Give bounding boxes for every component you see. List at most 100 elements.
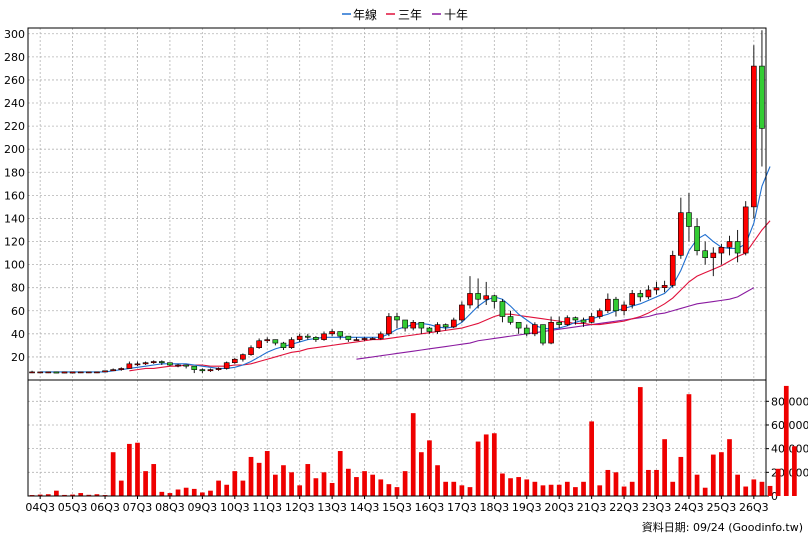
- candle-body: [613, 298, 619, 312]
- legend-three-year-label: 三年: [398, 8, 422, 22]
- candle-body: [53, 371, 60, 374]
- volume-bar: [127, 443, 132, 496]
- candle-body: [199, 369, 206, 372]
- candle-body: [29, 371, 35, 374]
- volume-bar: [54, 490, 59, 496]
- volume-bar: [540, 485, 546, 496]
- candle-body: [751, 65, 757, 208]
- candle-body: [734, 241, 741, 254]
- candle-body: [629, 293, 636, 306]
- candle-body: [288, 339, 295, 348]
- candle-body: [167, 362, 173, 366]
- volume-bar: [418, 452, 424, 496]
- volume-bar: [118, 480, 124, 496]
- time-tick-label: 06Q3: [90, 501, 120, 514]
- candle-body: [175, 364, 181, 367]
- candle-body: [742, 206, 749, 254]
- candle-body: [223, 362, 230, 369]
- volume-bar: [483, 434, 489, 496]
- candle-body: [556, 321, 563, 325]
- time-tick-label: 21Q3: [577, 501, 607, 514]
- candle-body: [45, 371, 52, 374]
- candle-body: [191, 365, 198, 370]
- volume-bar: [500, 473, 505, 496]
- volume-bar: [621, 486, 627, 496]
- volume-bar: [256, 462, 262, 496]
- candle-body: [394, 316, 400, 321]
- time-tick-label: 09Q3: [188, 501, 218, 514]
- candle-body: [450, 319, 457, 328]
- candle-body: [102, 370, 108, 373]
- time-tick-label: 16Q3: [415, 501, 445, 514]
- candle-body: [231, 358, 238, 363]
- volume-bar: [759, 481, 765, 496]
- volume-bar: [386, 484, 392, 496]
- candle-body: [710, 252, 717, 258]
- volume-bar: [394, 487, 400, 496]
- moving-average-lines: [40, 166, 771, 373]
- candle-body: [142, 362, 149, 365]
- volume-bar: [200, 492, 205, 496]
- volume-bar: [362, 471, 367, 496]
- volume-bar: [337, 451, 343, 496]
- volume-bar: [62, 494, 67, 496]
- volume-bar: [767, 485, 773, 496]
- volume-bar: [459, 485, 465, 496]
- volume-bar: [581, 481, 586, 496]
- candle-body: [483, 295, 490, 300]
- volume-bar: [208, 490, 213, 496]
- candle-body: [296, 335, 303, 340]
- candle-body: [386, 316, 392, 335]
- candle-body: [759, 65, 765, 129]
- candle-body: [361, 338, 368, 340]
- volume-bar: [159, 491, 165, 496]
- volume-bar: [427, 440, 432, 496]
- volume-bar: [573, 487, 578, 496]
- candle-body: [605, 298, 611, 312]
- volume-bar: [564, 481, 570, 496]
- volume-bar: [410, 413, 416, 496]
- volume-bar: [248, 456, 254, 496]
- volume-bar: [743, 486, 749, 496]
- volume-bar: [110, 452, 116, 496]
- price-tick-label: 240: [4, 97, 25, 110]
- candle-body: [61, 371, 68, 374]
- footer-source: 資料日期: 09/24 (Goodinfo.tw): [642, 520, 803, 534]
- volume-bar: [232, 471, 238, 496]
- candle-body: [515, 321, 522, 329]
- volume-bar: [694, 474, 700, 496]
- candle-body: [418, 321, 425, 329]
- volume-bar: [467, 487, 473, 496]
- volume-bar: [216, 480, 221, 496]
- volume-bar: [775, 468, 781, 496]
- time-tick-label: 25Q3: [707, 501, 737, 514]
- candle-body: [207, 369, 214, 372]
- price-candles: [29, 30, 765, 374]
- candle-body: [596, 310, 603, 317]
- candle-body: [475, 293, 481, 300]
- candle-body: [37, 371, 43, 374]
- volume-bar: [224, 484, 230, 496]
- volume-bar: [589, 421, 594, 496]
- candle-body: [426, 327, 433, 332]
- price-tick-label: 100: [4, 259, 25, 272]
- volume-bar: [751, 479, 757, 496]
- candle-body: [507, 316, 514, 323]
- volume-bar: [792, 446, 797, 496]
- volume-panel-frame: [27, 379, 767, 497]
- volume-bar: [702, 487, 708, 496]
- volume-bar: [451, 481, 457, 496]
- legend-ten-year-label: 十年: [444, 8, 468, 22]
- candle-body: [272, 339, 279, 344]
- candle-body: [694, 226, 700, 252]
- price-tick-label: 40: [11, 328, 25, 341]
- volume-bar: [240, 480, 246, 496]
- volume-bar: [783, 385, 789, 496]
- volume-bar: [475, 441, 481, 496]
- candle-body: [256, 340, 262, 348]
- volume-bar: [143, 471, 148, 496]
- price-axis: 20 40 60 80 100 120 140 160 180 200 220 240 260 280 30…: [4, 28, 25, 364]
- candle-body: [86, 371, 92, 374]
- candle-body: [686, 212, 692, 227]
- candle-body: [118, 368, 125, 370]
